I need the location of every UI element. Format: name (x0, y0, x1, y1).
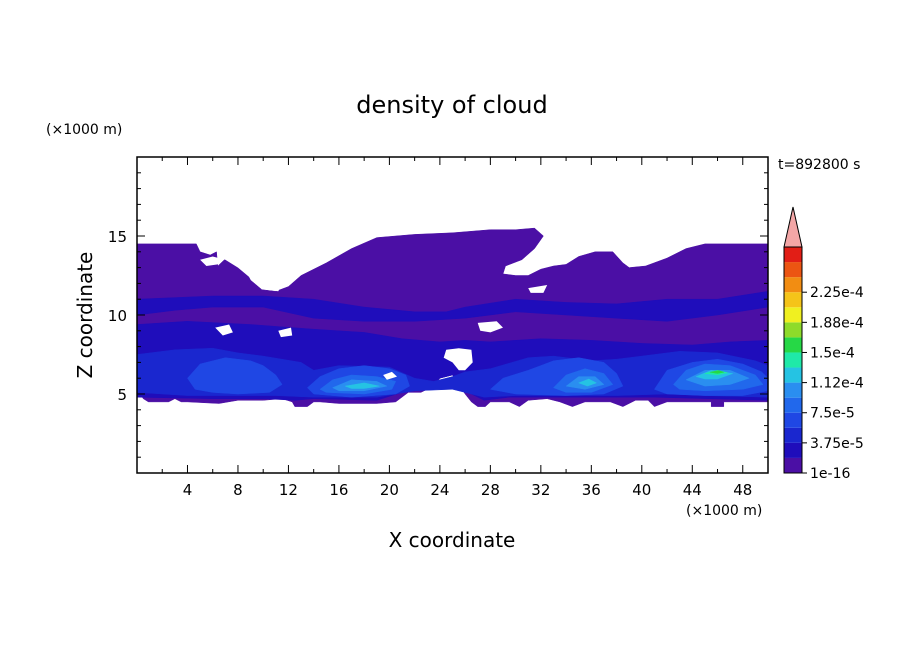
colorbar-label: 1.88e-4 (810, 315, 864, 331)
x-tick-label: 32 (531, 481, 550, 499)
clear-gap-left-low2 (278, 327, 293, 338)
x-axis-ticks: 4 8 12 16 20 24 28 32 36 40 44 48 (161, 157, 752, 499)
time-label: t=892800 s (778, 157, 860, 173)
x-axis-label: X coordinate (389, 528, 516, 552)
colorbar-label: 2.25e-4 (810, 285, 864, 301)
colorbar-label: 1.12e-4 (810, 376, 864, 392)
x-tick-label: 44 (683, 481, 702, 499)
clear-gap-left-low (215, 324, 233, 336)
colorbar-label: 1.5e-4 (810, 345, 855, 361)
x-tick-label: 36 (582, 481, 601, 499)
clear-gap-top-left (200, 243, 283, 292)
contour-upper-band (137, 291, 768, 322)
x-tick-label: 4 (183, 481, 193, 499)
colorbar-swatch (784, 397, 802, 413)
colorbar-label: 3.75e-5 (810, 436, 864, 452)
chart-title: density of cloud (356, 91, 547, 119)
y-axis-ticks: 5 10 15 (108, 172, 768, 458)
colorbar-swatch (784, 427, 802, 443)
x-tick-label: 20 (380, 481, 399, 499)
x-unit-label: (×1000 m) (686, 503, 762, 519)
colorbar-label: 7.5e-5 (810, 406, 855, 422)
colorbar-swatch (784, 277, 802, 293)
colorbar: 1e-16 3.75e-5 7.5e-5 1.12e-4 1.5e-4 1.88e-4 2.… (783, 206, 864, 482)
x-tick-label: 48 (733, 481, 752, 499)
contour-fields (137, 227, 768, 407)
contour-core-west (187, 357, 283, 395)
colorbar-swatch (784, 307, 802, 323)
colorbar-swatch (784, 442, 802, 458)
colorbar-swatch (784, 247, 802, 263)
y-axis-label: Z coordinate (73, 252, 97, 379)
colorbar-swatch (784, 382, 802, 398)
contour-glow-w2c (344, 382, 380, 389)
contour-glow-center-c (577, 378, 598, 387)
clear-gap-right-small (528, 285, 548, 293)
colorbar-frame (783, 246, 803, 474)
y-tick-label: 15 (108, 228, 127, 246)
colorbar-extend-triangle (783, 206, 803, 248)
colorbar-swatch (784, 292, 802, 308)
clear-gap-center-drop (443, 348, 473, 371)
colorbar-swatch (784, 262, 802, 278)
y-tick-label: 5 (117, 386, 127, 404)
colorbar-swatch (784, 322, 802, 338)
x-tick-label: 24 (430, 481, 449, 499)
x-tick-label: 8 (233, 481, 243, 499)
y-unit-label: (×1000 m) (46, 122, 122, 138)
x-tick-label: 40 (632, 481, 651, 499)
x-tick-label: 12 (279, 481, 298, 499)
clear-gap-mid-low (383, 371, 397, 380)
x-tick-label: 16 (329, 481, 348, 499)
colorbar-swatch (784, 367, 802, 383)
clear-gap-center-small (477, 321, 503, 333)
colorbar-swatch (784, 457, 802, 473)
contour-peak-east (709, 370, 725, 374)
colorbar-swatch (784, 352, 802, 368)
y-tick-label: 10 (108, 307, 127, 325)
colorbar-swatch (784, 337, 802, 353)
colorbar-swatch (784, 412, 802, 428)
x-tick-label: 28 (481, 481, 500, 499)
colorbar-label: 1e-16 (810, 466, 850, 482)
